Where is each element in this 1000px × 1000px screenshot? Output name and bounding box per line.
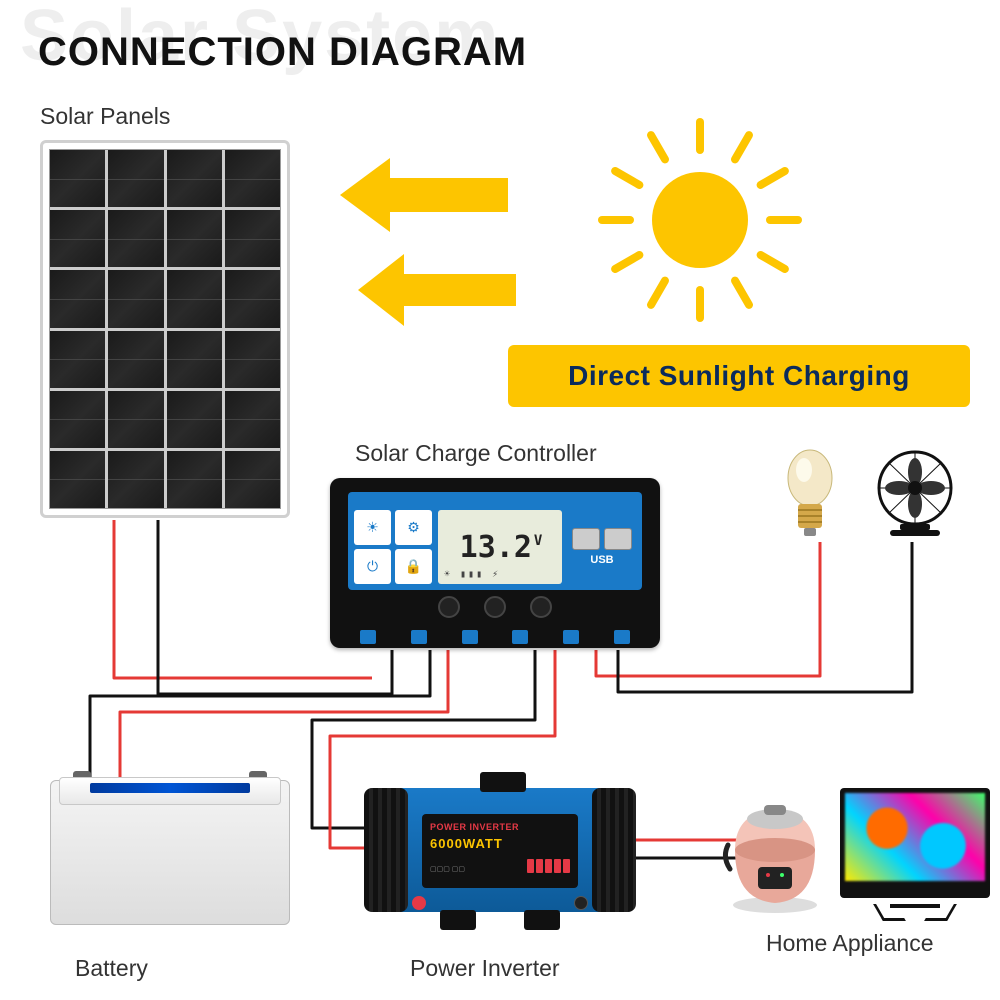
dc-terminal-icon [412, 896, 426, 910]
sunlight-arrow-icon [340, 150, 510, 240]
dc-terminal-icon [574, 896, 588, 910]
lcd-status-icons: ☀ ▮▮▮ ⚡ [444, 569, 500, 580]
ac-outlet-icon [524, 910, 560, 930]
battery-level-icon [527, 859, 570, 873]
solar-panel [40, 140, 290, 518]
ac-outlet-icon [440, 910, 476, 930]
lcd-unit: V [534, 533, 542, 549]
inverter-line1: POWER INVERTER [430, 822, 570, 832]
tv-stand [890, 904, 940, 908]
heatsink-icon [364, 788, 408, 912]
inverter-panel: POWER INVERTER 6000WATT ▢▢▢ ▢▢ [422, 814, 578, 888]
battery-strip [90, 783, 250, 793]
inverter-label: Power Inverter [410, 955, 560, 982]
controller-lcd: 13.2V ☀ ▮▮▮ ⚡ [438, 510, 562, 584]
power-inverter: POWER INVERTER 6000WATT ▢▢▢ ▢▢ [370, 770, 630, 930]
heatsink-icon [592, 788, 636, 912]
tv-screen [845, 793, 985, 881]
knob-icon [438, 596, 460, 618]
solar-panel-grid [49, 149, 281, 509]
sunlight-callout: Direct Sunlight Charging [508, 345, 970, 407]
set-icon: ⚙ [395, 510, 432, 545]
solar-panel-label: Solar Panels [40, 103, 170, 130]
knob-icon [484, 596, 506, 618]
mode-icon: ☀ [354, 510, 391, 545]
charge-controller: SOLAR CHARGE CONTROLLER ☀ ⚙ ⏻ 🔒 13.2V ☀ … [330, 478, 660, 648]
page-title: CONNECTION DIAGRAM [38, 30, 527, 75]
usb-area: USB [568, 510, 636, 584]
inverter-line2: 6000WATT [430, 836, 570, 851]
sun-icon [580, 100, 820, 340]
battery-label: Battery [75, 955, 148, 982]
controller-terminals [360, 630, 630, 644]
lock-icon: 🔒 [395, 549, 432, 584]
usb-label: USB [590, 554, 613, 566]
controller-label: Solar Charge Controller [355, 440, 597, 467]
timer-icon: ⏻ [354, 549, 391, 584]
sunlight-arrow-icon [358, 248, 518, 332]
fan-icon [870, 448, 960, 538]
ac-outlet-icon [480, 772, 526, 792]
usb-port-icon [572, 528, 600, 550]
knob-icon [530, 596, 552, 618]
battery-top [59, 777, 281, 805]
rice-cooker-icon [720, 795, 830, 915]
usb-port-icon [604, 528, 632, 550]
controller-face: ☀ ⚙ ⏻ 🔒 13.2V ☀ ▮▮▮ ⚡ USB [348, 492, 642, 590]
home-appliance-label: Home Appliance [766, 930, 934, 957]
battery [50, 780, 290, 925]
controller-mode-icons: ☀ ⚙ ⏻ 🔒 [354, 510, 432, 584]
inverter-small-text: ▢▢▢ ▢▢ [430, 865, 465, 873]
controller-knobs [330, 596, 660, 618]
tv-icon [840, 788, 990, 898]
lcd-value: 13.2 [460, 530, 532, 565]
lightbulb-icon [780, 448, 840, 538]
